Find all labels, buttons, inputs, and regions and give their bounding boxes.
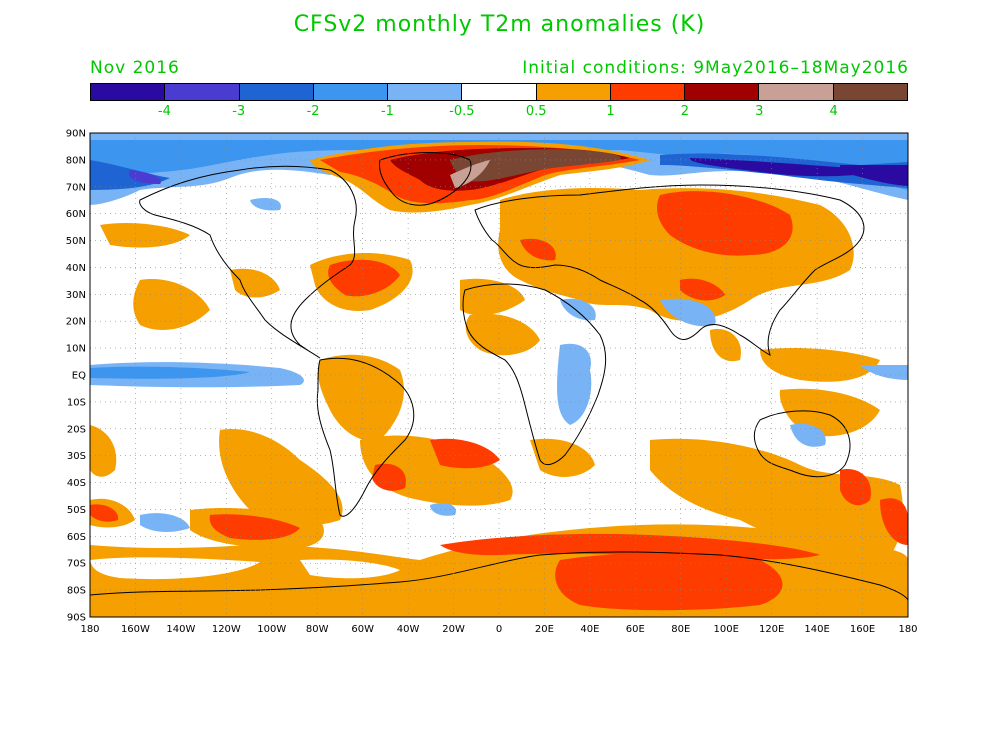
latitude-label: 90N [66,129,86,140]
longitude-label: 60E [626,624,645,635]
legend-swatch [313,84,389,100]
latitude-label: 70S [67,559,86,570]
longitude-label: 140W [166,624,195,635]
longitude-label: 160W [121,624,150,635]
longitude-label: 180 [80,624,99,635]
latitude-label: 10N [66,344,86,355]
longitude-label: 180 [898,624,917,635]
legend-label: 4 [829,104,838,119]
legend-label: -1 [380,104,394,119]
map-frame [89,132,909,618]
latitude-label: 40S [67,478,86,489]
longitude-label: 0 [496,624,502,635]
legend-label: 3 [755,104,764,119]
legend-label: -0.5 [449,104,475,119]
latitude-label: 90S [67,613,86,624]
legend-label: 1 [606,104,615,119]
northern-hemisphere-anomalies [100,188,880,382]
latitude-label: 50S [67,505,86,516]
legend-swatch [239,84,314,100]
latitude-label: 10S [67,397,86,408]
longitude-label: 40W [397,624,420,635]
map-gridlines [90,133,908,617]
longitude-label: 100E [714,624,739,635]
legend-swatch [610,84,686,100]
latitude-label: 60S [67,532,86,543]
longitude-label: 120E [759,624,784,635]
latitude-label: 50N [66,236,86,247]
latitude-label: 70N [66,182,86,193]
legend-swatch [536,84,611,100]
latitude-label: 80S [67,586,86,597]
longitude-label: 120W [212,624,241,635]
longitude-label: 60W [351,624,374,635]
latitude-label: 80N [66,155,86,166]
longitude-labels: 180 160W 140W 120W 100W 80W 60W 40W 20W 0 20E 40E 60… [80,624,917,635]
legend-swatch [91,84,166,100]
latitude-label: 20N [66,317,86,328]
legend-label: 0.5 [525,104,547,119]
valid-month-label: Nov 2016 [90,58,180,78]
legend-label: 2 [680,104,690,119]
longitude-label: 160E [850,624,875,635]
latitude-label: 20S [67,424,86,435]
latitude-label: 60N [66,209,86,220]
legend-swatch [833,84,907,100]
legend-swatch [759,84,834,100]
longitude-label: 100W [257,624,286,635]
page-title: CFSv2 monthly T2m anomalies (K) [293,12,706,37]
continent-outlines [90,152,908,601]
legend-label: -2 [306,104,320,119]
legend-label: -3 [232,104,246,119]
longitude-label: 140E [804,624,829,635]
legend-swatch [685,84,760,100]
legend-swatch [462,84,537,100]
initial-conditions-label: Initial conditions: 9May2016–18May2016 [522,58,909,78]
legend-swatch [388,84,463,100]
latitude-label: 30N [66,290,86,301]
southern-hemisphere-anomalies [90,423,908,617]
longitude-label: 80W [306,624,329,635]
legend-swatch [165,84,240,100]
legend-label: -4 [157,104,171,119]
latitude-labels: 90N 80N 70N 60N 50N 40N 30N 20N 10N EQ 10S 20S 30S 40… [66,129,86,624]
latitude-label: 40N [66,263,86,274]
longitude-label: 20W [442,624,465,635]
longitude-label: 80E [671,624,690,635]
longitude-label: 40E [580,624,599,635]
latitude-label: EQ [72,371,86,382]
latitude-label: 30S [67,451,86,462]
color-legend-bar [90,83,908,101]
longitude-label: 20E [535,624,554,635]
